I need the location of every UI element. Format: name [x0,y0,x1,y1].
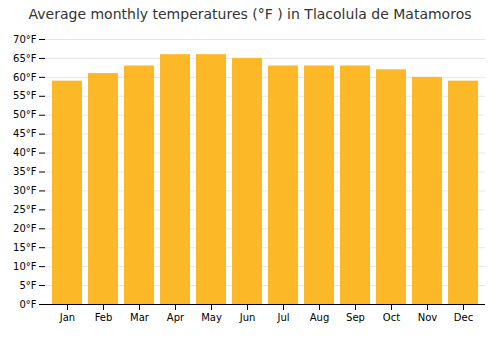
svg-text:55°F: 55°F [13,90,37,101]
svg-text:65°F: 65°F [13,53,37,64]
svg-text:30°F: 30°F [13,185,37,196]
svg-text:40°F: 40°F [13,147,37,158]
svg-text:0°F: 0°F [19,299,36,310]
svg-text:25°F: 25°F [13,204,37,215]
svg-text:5°F: 5°F [19,280,36,291]
svg-text:50°F: 50°F [13,109,37,120]
svg-text:15°F: 15°F [13,242,37,253]
svg-text:45°F: 45°F [13,128,37,139]
svg-text:20°F: 20°F [13,223,37,234]
svg-text:Aug: Aug [310,312,330,323]
svg-text:10°F: 10°F [13,261,37,272]
svg-text:Nov: Nov [418,312,438,323]
svg-text:Apr: Apr [167,312,185,323]
svg-text:Dec: Dec [454,312,473,323]
svg-text:Oct: Oct [383,312,400,323]
svg-text:Jul: Jul [276,312,289,323]
svg-text:Sep: Sep [346,312,365,323]
svg-text:Jan: Jan [59,312,75,323]
html-text:Average monthly temperatures (: Average monthly temperatures (°F ) in Tl… [28,6,472,22]
svg-text:May: May [201,312,222,323]
svg-text:60°F: 60°F [13,72,37,83]
svg-text:Mar: Mar [130,312,150,323]
svg-text:70°F: 70°F [13,34,37,45]
svg-text:Feb: Feb [95,312,113,323]
svg-text:Jun: Jun [239,312,256,323]
svg-text:35°F: 35°F [13,166,37,177]
